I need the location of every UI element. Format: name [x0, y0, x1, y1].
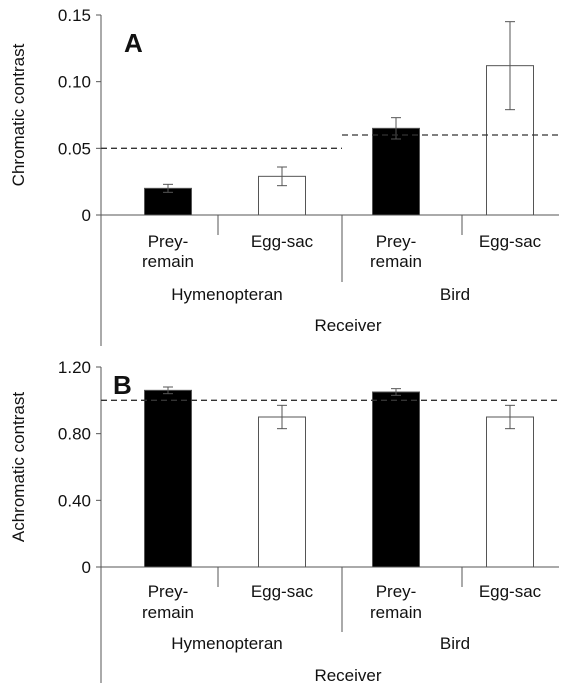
y-tick-label: 0.40 — [58, 491, 91, 510]
bar — [258, 416, 306, 568]
bar — [372, 127, 420, 216]
group-label: Hymenopteran — [171, 634, 283, 653]
x-axis-label: Receiver — [314, 666, 381, 683]
bar — [486, 416, 534, 568]
bar — [258, 175, 306, 216]
y-tick-label: 1.20 — [58, 358, 91, 377]
bar — [144, 389, 192, 568]
y-tick-label: 0 — [82, 558, 91, 577]
category-label: remain — [370, 252, 422, 271]
category-label: Prey- — [376, 232, 417, 251]
y-axis-label: Chromatic contrast — [9, 43, 28, 186]
category-label: Prey- — [148, 232, 189, 251]
group-label: Hymenopteran — [171, 285, 283, 304]
y-axis-label: Achromatic contrast — [9, 392, 28, 542]
y-tick-label: 0.10 — [58, 73, 91, 92]
category-label: Prey- — [376, 582, 417, 601]
category-label: remain — [142, 603, 194, 622]
y-tick-label: 0.15 — [58, 6, 91, 25]
group-label: Bird — [440, 285, 470, 304]
category-label: Egg-sac — [479, 232, 542, 251]
category-label: Prey- — [148, 582, 189, 601]
category-label: remain — [370, 603, 422, 622]
chart-panel-a: 0 0.05 0.10 0.15 Chromatic contrast Prey-rema… — [9, 6, 559, 346]
category-label: Egg-sac — [479, 582, 542, 601]
panel-label: B — [113, 370, 132, 400]
category-label: Egg-sac — [251, 582, 314, 601]
y-tick-label: 0 — [82, 206, 91, 225]
category-label: Egg-sac — [251, 232, 314, 251]
x-axis-label: Receiver — [314, 316, 381, 335]
y-tick-label: 0.80 — [58, 425, 91, 444]
panel-label: A — [124, 28, 143, 58]
bar — [372, 391, 420, 568]
chart-panel-b: 0 0.40 0.80 1.20 Achromatic contrast Prey-rem… — [9, 358, 559, 683]
group-label: Bird — [440, 634, 470, 653]
y-tick-label: 0.05 — [58, 139, 91, 158]
category-label: remain — [142, 252, 194, 271]
